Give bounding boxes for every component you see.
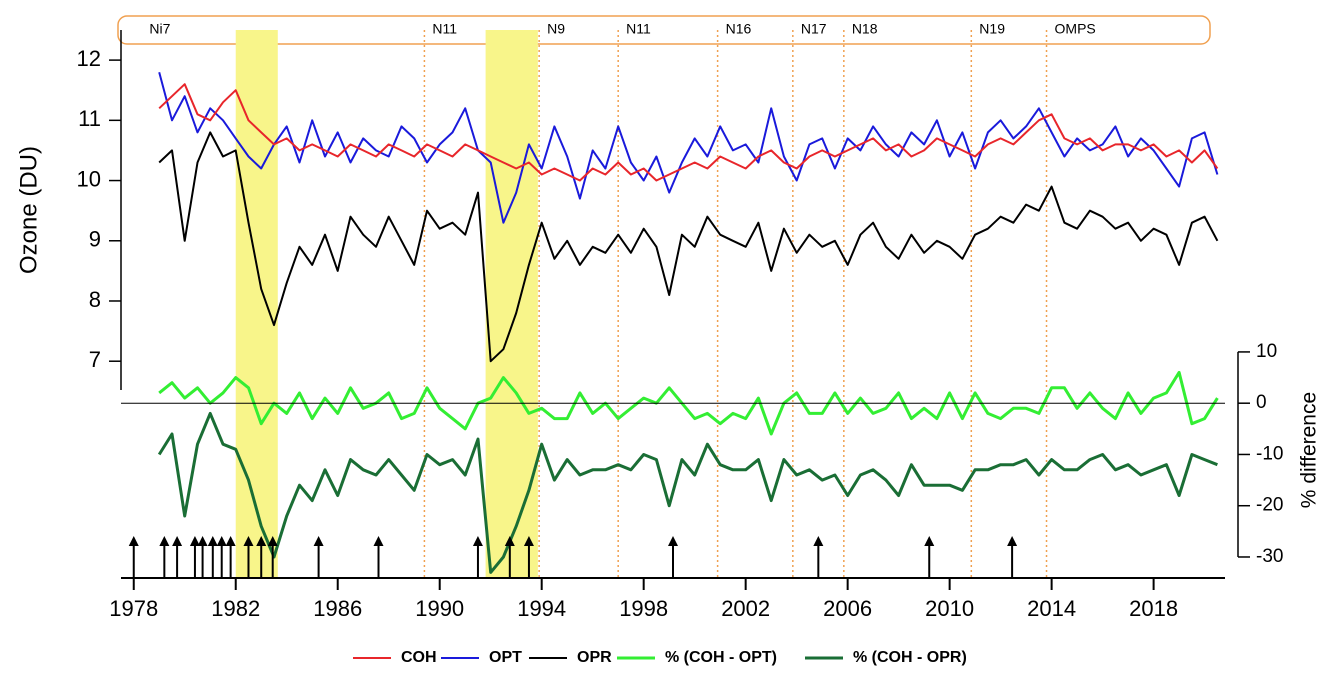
instrument-label: N9 — [547, 21, 565, 37]
y-tick-label: 10 — [77, 166, 101, 191]
legend-label: COH — [401, 649, 437, 666]
legend-label: % (COH - OPT) — [665, 649, 777, 666]
event-arrowhead — [189, 536, 200, 546]
x-tick-label: 1978 — [109, 596, 158, 621]
y2-tick-label: 0 — [1256, 392, 1267, 413]
series-line — [158, 71, 1219, 224]
event-arrowhead — [504, 536, 515, 546]
instrument-box — [117, 15, 1211, 45]
instrument-label: N11 — [432, 21, 457, 37]
y2-axis-title: % difference — [1298, 392, 1321, 508]
x-tick-label: 1986 — [313, 596, 362, 621]
y-tick-label: 8 — [89, 287, 101, 312]
legend-label: OPR — [577, 649, 612, 666]
event-arrowhead — [243, 536, 254, 546]
x-tick-label: 1982 — [211, 596, 260, 621]
x-tick-label: 2002 — [721, 596, 770, 621]
y2-tick-label: 10 — [1256, 341, 1277, 362]
y-tick-label: 12 — [77, 46, 101, 71]
instrument-label: N17 — [801, 21, 827, 37]
legend-label: % (COH - OPR) — [853, 649, 967, 666]
event-arrowhead — [128, 536, 139, 546]
y-tick-label: 11 — [78, 106, 101, 131]
instrument-label: N11 — [626, 21, 651, 37]
x-tick-label: 1990 — [415, 596, 464, 621]
y-tick-label: 9 — [89, 227, 101, 252]
x-tick-label: 1994 — [517, 596, 566, 621]
x-tick-label: 2018 — [1129, 596, 1178, 621]
x-tick-label: 2010 — [925, 596, 974, 621]
event-arrowhead — [225, 536, 236, 546]
instrument-label: Ni7 — [149, 21, 170, 37]
series-line — [158, 83, 1219, 182]
event-arrowhead — [256, 536, 267, 546]
instrument-label: N18 — [852, 21, 878, 37]
event-arrowhead — [373, 536, 384, 546]
y2-tick-label: -30 — [1256, 546, 1283, 567]
series-line — [158, 131, 1219, 363]
series-line — [158, 370, 1219, 436]
series-line — [157, 411, 1218, 574]
legend-label: OPT — [489, 649, 522, 666]
instrument-label: N16 — [726, 21, 752, 37]
y2-tick-label: -10 — [1256, 443, 1283, 464]
y-tick-label: 7 — [89, 347, 101, 372]
y-axis-title: Ozone (DU) — [15, 146, 42, 274]
event-arrowhead — [197, 536, 208, 546]
event-arrowhead — [472, 536, 483, 546]
event-arrowhead — [207, 536, 218, 546]
event-arrowhead — [313, 536, 324, 546]
event-arrowhead — [216, 536, 227, 546]
event-arrowhead — [172, 536, 183, 546]
x-tick-label: 2006 — [823, 596, 872, 621]
x-tick-label: 2014 — [1027, 596, 1076, 621]
x-tick-label: 1998 — [619, 596, 668, 621]
event-arrowhead — [1007, 536, 1018, 546]
event-arrowhead — [924, 536, 935, 546]
highlight-period — [235, 30, 278, 578]
highlight-period — [485, 30, 538, 578]
event-arrowhead — [267, 536, 278, 546]
y2-tick-label: -20 — [1256, 495, 1283, 516]
event-arrowhead — [523, 536, 534, 546]
event-arrowhead — [813, 536, 824, 546]
instrument-label: N19 — [979, 21, 1005, 37]
event-arrowhead — [668, 536, 678, 546]
instrument-label: OMPS — [1055, 21, 1096, 37]
event-arrowhead — [159, 536, 170, 546]
